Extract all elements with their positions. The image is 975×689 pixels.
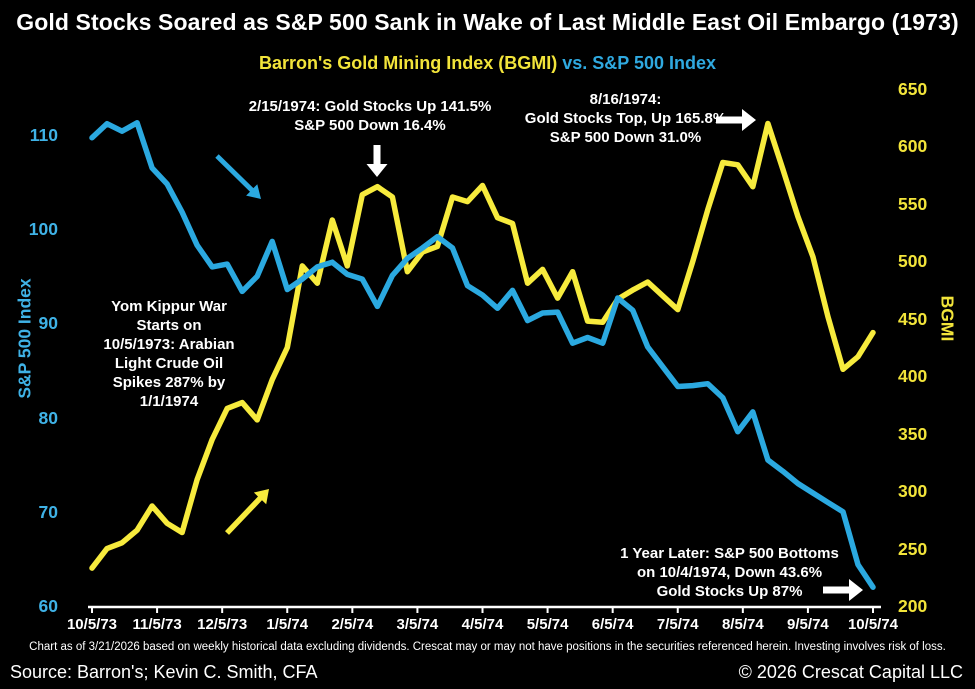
gold-uptrend-arrow-icon [225,489,269,535]
down-arrow-icon [366,145,388,177]
x-tick-label: 7/5/74 [656,616,699,633]
right-axis-tick-label: 200 [898,596,928,616]
left-axis-tick-label: 70 [38,501,58,522]
x-tick-label: 9/5/74 [787,616,829,633]
chart-subtitle-legend: Barron's Gold Mining Index (BGMI) vs. S&… [0,53,975,74]
right-axis-tick-label: 450 [898,308,928,329]
annotation-aug-1974-gold-top: 8/16/1974: Gold Stocks Top, Up 165.8% S&… [524,91,727,146]
x-tick-label: 2/5/74 [331,616,374,633]
right-axis-tick-label: 250 [898,538,928,559]
x-tick-label: 6/5/74 [591,616,634,633]
right-axis-tick-label: 500 [898,251,928,272]
annotation-feb-1974-gold-peak: 2/15/1974: Gold Stocks Up 141.5% S&P 500… [248,98,492,134]
left-axis-tick-label: 90 [38,313,58,334]
left-axis-tick-label: 100 [28,219,58,240]
x-tick-label: 1/5/74 [266,616,309,633]
page-title: Gold Stocks Soared as S&P 500 Sank in Wa… [16,9,959,35]
x-tick-label: 11/5/73 [132,616,182,633]
x-tick-label: 12/5/73 [197,616,248,633]
right-axis-tick-label: 550 [898,193,928,214]
left-axis-title: S&P 500 Index [14,278,35,399]
legend-bgmi-label: Barron's Gold Mining Index (BGMI) [258,53,558,73]
x-tick-label: 8/5/74 [721,616,764,633]
x-tick-label: 10/5/74 [847,616,899,633]
left-axis-tick-label: 110 [29,125,58,145]
right-axis-tick-label: 350 [898,423,928,444]
annotation-yom-kippur-war: Yom Kippur War Starts on 10/5/1973: Arab… [103,298,235,410]
source-credit: Source: Barron's; Kevin C. Smith, CFA [10,662,318,682]
right-axis-tick-label: 600 [898,136,928,157]
right-axis-tick-label: 300 [898,481,928,502]
blue-downtrend-arrow-icon [215,154,261,199]
x-tick-label: 3/5/74 [396,616,439,633]
right-axis-tick-label: 650 [898,79,928,99]
x-tick-label: 5/5/74 [526,616,569,633]
disclaimer-text: Chart as of 3/21/2026 based on weekly hi… [29,641,946,653]
right-arrow-icon-sp500-bottom [823,579,863,601]
legend-sp500-label: vs. S&P 500 Index [562,53,717,73]
left-axis-tick-label: 80 [38,407,58,428]
right-axis-tick-label: 400 [898,366,928,387]
copyright-text: © 2026 Crescat Capital LLC [738,662,963,682]
right-arrow-icon-gold-top [716,109,756,131]
left-axis-tick-label: 60 [38,596,58,616]
sp500-line [89,120,876,590]
annotation-sp500-bottom: 1 Year Later: S&P 500 Bottoms on 10/4/19… [620,545,839,600]
bgmi-line [89,120,876,571]
x-tick-label: 10/5/73 [66,616,118,633]
x-tick-label: 4/5/74 [461,616,504,633]
